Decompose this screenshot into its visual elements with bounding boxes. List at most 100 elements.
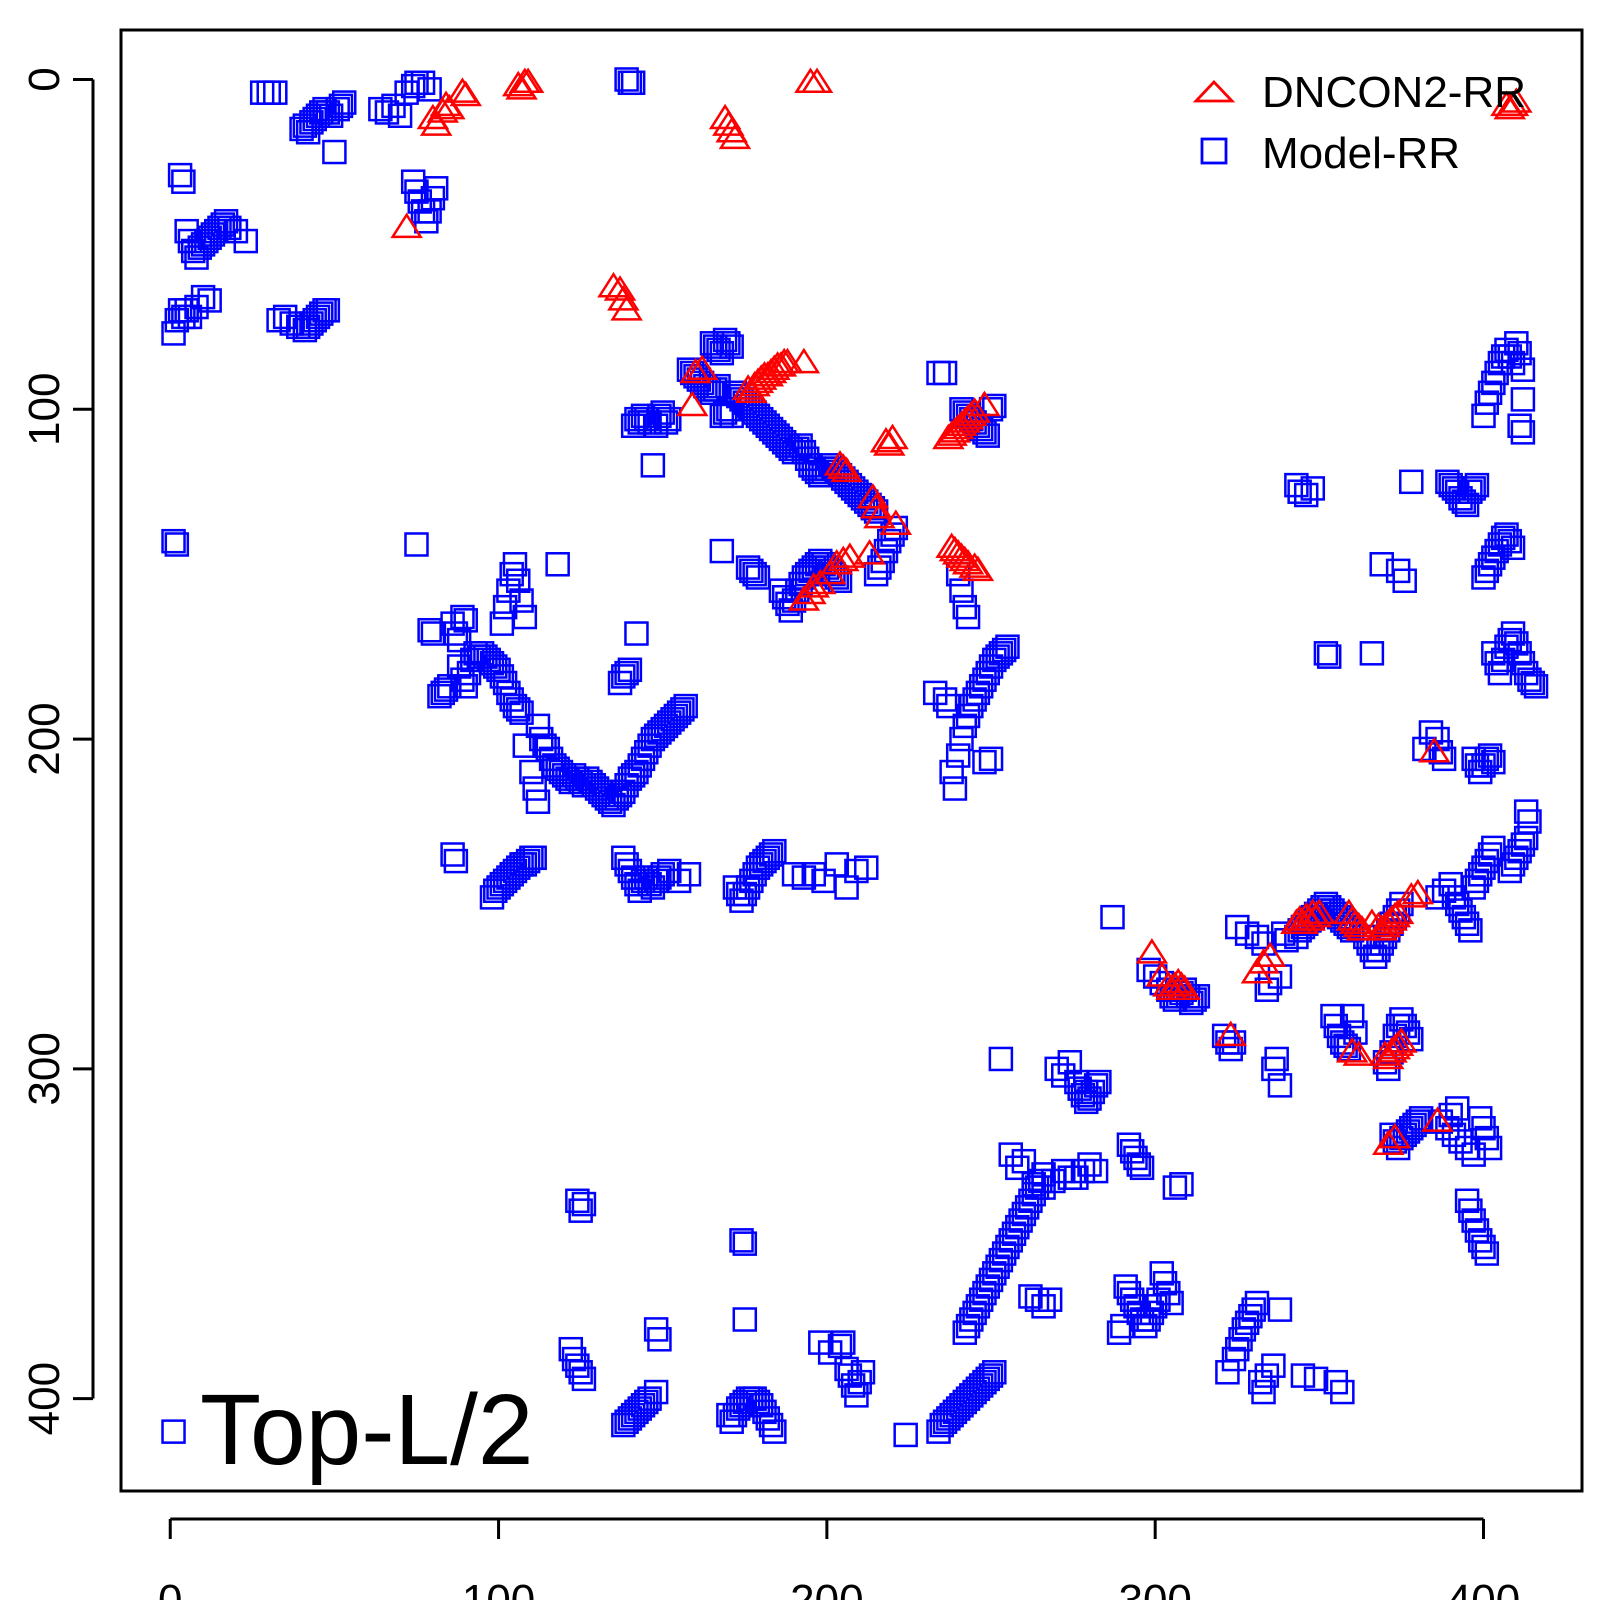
- model-rr-point: [1507, 413, 1532, 439]
- model-rr-point: [1477, 743, 1503, 768]
- model-rr-point: [1106, 1320, 1132, 1345]
- x-tick-label: 100: [462, 1576, 535, 1600]
- model-rr-point: [1461, 476, 1486, 501]
- model-rr-point: [1037, 1287, 1063, 1312]
- model-rr-point: [1264, 1046, 1289, 1072]
- model-rr-point: [1024, 1287, 1050, 1312]
- model-rr-point: [719, 334, 744, 359]
- model-rr-point: [506, 568, 531, 594]
- model-rr-point: [1425, 885, 1450, 910]
- dncon2-rr-point: [1421, 1106, 1454, 1132]
- model-rr-point: [1431, 746, 1457, 772]
- dncon2-rr-point: [597, 271, 630, 298]
- model-rr-point: [332, 90, 357, 115]
- model-rr-point: [739, 558, 764, 584]
- dncon2-rr-point: [859, 492, 893, 519]
- model-rr-point: [167, 162, 193, 188]
- dncon2-rr-point: [679, 357, 712, 384]
- model-rr-point: [1474, 1241, 1500, 1266]
- model-rr-point: [762, 1419, 787, 1444]
- model-rr-point: [1510, 387, 1536, 412]
- model-rr-point: [745, 565, 771, 590]
- model-rr-point: [1490, 647, 1516, 673]
- model-rr-point: [676, 862, 702, 887]
- model-rr-point: [328, 93, 354, 119]
- dncon2-rr-point: [771, 347, 804, 374]
- model-rr-point: [256, 80, 281, 105]
- model-rr-point: [509, 588, 534, 613]
- model-rr-point: [453, 608, 478, 633]
- model-rr-point: [1064, 1165, 1089, 1190]
- model-rr-point: [315, 298, 341, 323]
- model-rr-point: [1399, 469, 1424, 495]
- model-rr-point: [1497, 528, 1523, 554]
- model-rr-point: [506, 697, 531, 722]
- model-rr-point: [640, 453, 666, 478]
- dncon2-rr-point: [1168, 974, 1202, 1000]
- dncon2-rr-point: [610, 294, 643, 321]
- model-rr-point: [1510, 357, 1536, 382]
- model-rr-point: [450, 604, 475, 630]
- model-rr-point: [834, 1356, 859, 1382]
- model-rr-point: [440, 842, 465, 867]
- dncon2-rr-point: [961, 555, 995, 582]
- model-rr-point: [1300, 476, 1326, 501]
- model-rr-point: [1507, 838, 1532, 864]
- dncon2-rr-point: [876, 423, 909, 450]
- dncon2-rr-point: [787, 347, 821, 374]
- model-rr-point: [1044, 1056, 1069, 1082]
- dncon2-rr-point: [833, 542, 867, 568]
- dncon2-rr-point: [820, 548, 854, 575]
- model-rr-point: [404, 532, 429, 557]
- dncon2-rr-point: [787, 585, 821, 611]
- model-rr-point: [653, 410, 679, 435]
- model-rr-point: [1369, 552, 1394, 577]
- model-rr-point: [1392, 568, 1417, 594]
- y-tick-label: 100: [20, 373, 69, 446]
- model-rr-point: [1402, 1112, 1427, 1138]
- model-rr-point: [988, 1046, 1014, 1072]
- model-rr-point: [1254, 977, 1280, 1002]
- model-rr-point: [732, 1231, 758, 1256]
- model-rr-point: [1267, 1297, 1293, 1322]
- model-rr-point: [1510, 420, 1536, 445]
- dncon2-rr-point: [1417, 736, 1451, 763]
- model-rr-point: [1458, 479, 1483, 504]
- model-rr-point: [624, 621, 649, 646]
- model-rr-point: [614, 660, 639, 686]
- dncon2-rr-point: [830, 456, 863, 483]
- model-rr-point: [515, 848, 541, 874]
- model-rr-point: [1290, 1363, 1316, 1388]
- model-rr-point: [1451, 904, 1477, 930]
- model-rr-point: [1438, 1102, 1463, 1128]
- panel-annotation: Top-L/2: [200, 1374, 534, 1486]
- model-rr-point: [171, 169, 196, 194]
- model-rr-point: [729, 1228, 754, 1253]
- dncon2-rr-point: [1214, 1020, 1247, 1047]
- model-rr-point: [1467, 1228, 1493, 1253]
- model-rr-point: [322, 139, 347, 165]
- model-rr-point: [614, 67, 639, 92]
- model-rr-point: [197, 288, 222, 313]
- dncon2-rr-point: [1335, 1037, 1369, 1063]
- legend-marker-model: [1200, 137, 1228, 165]
- dncon2-rr-point: [800, 67, 834, 94]
- model-rr-point: [565, 1353, 590, 1378]
- model-rr-point: [1316, 644, 1342, 669]
- model-rr-point: [1136, 957, 1161, 983]
- model-rr-point: [1218, 1036, 1243, 1062]
- model-rr-point: [1454, 911, 1480, 936]
- model-rr-point: [217, 215, 242, 241]
- dncon2-rr-point: [1135, 938, 1169, 964]
- model-rr-point: [732, 1307, 758, 1332]
- model-rr-point: [1507, 340, 1532, 366]
- model-rr-point: [742, 561, 767, 587]
- model-rr-point: [1359, 641, 1385, 666]
- dncon2-rr-point: [718, 123, 752, 150]
- model-rr-point: [164, 532, 190, 557]
- model-rr-point: [571, 1366, 597, 1392]
- y-tick-label: 0: [20, 67, 69, 91]
- dncon2-rr-point: [1303, 898, 1336, 925]
- model-rr-point: [932, 360, 958, 386]
- dncon2-rr-point: [675, 390, 709, 417]
